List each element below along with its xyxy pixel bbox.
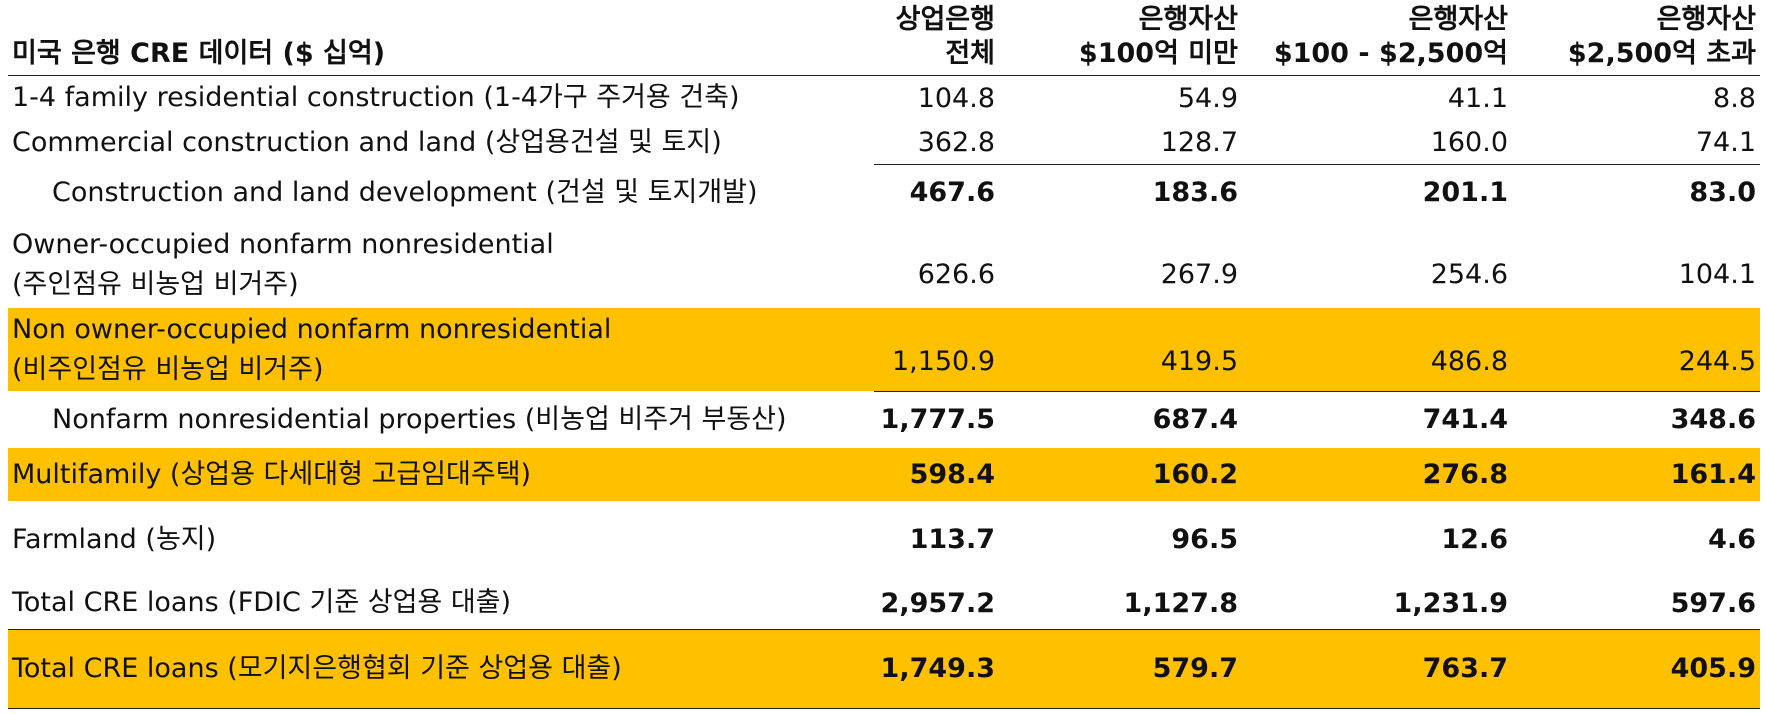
cell-value: 54.9: [1177, 82, 1238, 114]
cell-value: 687.4: [1152, 404, 1238, 436]
column-header-line: $2,500억 초과: [1567, 37, 1756, 69]
cell-value: 104.8: [917, 82, 995, 114]
cell-value: 83.0: [1689, 177, 1756, 209]
column-header: 상업은행 전체: [874, 0, 999, 75]
cell-value: 8.8: [1713, 82, 1756, 114]
cell-value: 763.7: [1242, 629, 1512, 709]
row-label: Multifamily (상업용 다세대형 고급임대주택): [8, 448, 874, 501]
table-row: Commercial construction and land (상업용건설 …: [8, 121, 1760, 165]
cell-value: 96.5: [1171, 524, 1238, 555]
row-label-line: Farmland (농지): [12, 523, 217, 555]
column-header-line: 상업은행: [895, 3, 995, 35]
row-label-line: Nonfarm nonresidential properties (비농업 비…: [52, 403, 787, 435]
cell-value: 597.6: [1512, 578, 1760, 630]
row-label: Non owner-occupied nonfarm nonresidentia…: [8, 308, 874, 391]
table-row: Farmland (농지) 113.7 96.5 12.6 4.6: [8, 501, 1760, 578]
row-label: Total CRE loans (모기지은행협회 기준 상업용 대출): [8, 629, 874, 709]
table-row: Nonfarm nonresidential properties (비농업 비…: [8, 391, 1760, 448]
column-header-line: 은행자산: [1138, 3, 1238, 35]
table-row: Owner-occupied nonfarm nonresidential (주인…: [8, 221, 1760, 308]
row-label: 1-4 family residential construction (1-4…: [8, 75, 874, 121]
cre-table: 미국 은행 CRE 데이터 ($ 십억) 상업은행 전체 은행자산 $100억 미만 은행…: [8, 0, 1760, 709]
table-row: Construction and land development (건설 및 …: [8, 164, 1760, 221]
table-row: Total CRE loans (모기지은행협회 기준 상업용 대출) 1,749…: [8, 629, 1760, 709]
column-header-line: 은행자산: [1408, 3, 1508, 35]
cell-value: 419.5: [999, 308, 1242, 392]
cell-value: 626.6: [917, 259, 995, 290]
cell-value: 104.1: [1678, 259, 1756, 290]
cell-value: 41.1: [1447, 82, 1508, 114]
cell-value: 201.1: [1422, 177, 1508, 209]
cell-value: 254.6: [1430, 259, 1508, 290]
cell-value: 161.4: [1512, 448, 1760, 501]
table-row: Multifamily (상업용 다세대형 고급임대주택) 598.4 160.2 2…: [8, 448, 1760, 501]
cell-value: 1,150.9: [874, 308, 999, 392]
column-header-line: $100억 미만: [1078, 37, 1238, 69]
cell-value: 1,231.9: [1242, 578, 1512, 630]
row-label-line: Total CRE loans (모기지은행협회 기준 상업용 대출): [12, 652, 622, 684]
row-label-line: Construction and land development (건설 및 …: [52, 176, 758, 208]
column-header: 은행자산 $100 - $2,500억: [1242, 0, 1512, 75]
header-row: 미국 은행 CRE 데이터 ($ 십억) 상업은행 전체 은행자산 $100억 미만 은행…: [8, 0, 1760, 75]
row-label: Nonfarm nonresidential properties (비농업 비…: [8, 391, 874, 448]
row-label-line: Commercial construction and land (상업용건설 …: [12, 126, 722, 158]
cell-value: 467.6: [909, 177, 995, 209]
cell-value: 598.4: [874, 448, 999, 501]
cell-value: 1,777.5: [880, 404, 995, 436]
row-label-line: Non owner-occupied nonfarm nonresidentia…: [12, 313, 612, 345]
cell-value: 1,749.3: [874, 629, 999, 709]
row-label: Total CRE loans (FDIC 기준 상업용 대출): [8, 578, 874, 630]
cell-value: 579.7: [999, 629, 1242, 709]
column-header: 은행자산 $2,500억 초과: [1512, 0, 1760, 75]
column-header-line: $100 - $2,500억: [1273, 37, 1508, 69]
row-label-line: Owner-occupied nonfarm nonresidential: [12, 228, 554, 260]
cell-value: 486.8: [1242, 308, 1512, 392]
cell-value: 160.0: [1242, 121, 1512, 165]
row-label-line: Total CRE loans (FDIC 기준 상업용 대출): [12, 587, 512, 619]
row-label-line: (주인점유 비농업 비거주): [12, 268, 299, 300]
cell-value: 128.7: [999, 121, 1242, 165]
table-row: Total CRE loans (FDIC 기준 상업용 대출) 2,957.2 1…: [8, 578, 1760, 630]
cell-value: 12.6: [1441, 524, 1508, 555]
row-label: Commercial construction and land (상업용건설 …: [8, 121, 874, 164]
table-row: Non owner-occupied nonfarm nonresidentia…: [8, 308, 1760, 392]
cell-value: 1,127.8: [999, 578, 1242, 630]
cell-value: 74.1: [1512, 121, 1760, 165]
cell-value: 113.7: [909, 524, 995, 555]
row-label: Construction and land development (건설 및 …: [8, 164, 874, 221]
column-header-line: 은행자산: [1656, 3, 1756, 35]
row-label: Farmland (농지): [8, 501, 874, 578]
column-header: 은행자산 $100억 미만: [999, 0, 1242, 75]
cell-value: 267.9: [1160, 259, 1238, 290]
cell-value: 183.6: [1152, 177, 1238, 209]
row-label-line: 1-4 family residential construction (1-4…: [12, 82, 740, 114]
cell-value: 348.6: [1670, 404, 1756, 436]
cell-value: 4.6: [1708, 524, 1756, 555]
cell-value: 276.8: [1242, 448, 1512, 501]
title-text: 미국 은행 CRE 데이터 ($ 십억): [12, 37, 386, 69]
cell-value: 362.8: [874, 121, 999, 165]
row-label-line: (비주인점유 비농업 비거주): [12, 353, 324, 385]
cell-value: 160.2: [999, 448, 1242, 501]
row-label-line: Multifamily (상업용 다세대형 고급임대주택): [12, 458, 532, 490]
cell-value: 2,957.2: [874, 578, 999, 630]
table-row: 1-4 family residential construction (1-4…: [8, 75, 1760, 121]
row-label: Owner-occupied nonfarm nonresidential (주인…: [8, 221, 874, 308]
table-title: 미국 은행 CRE 데이터 ($ 십억): [8, 0, 874, 75]
column-header-line: 전체: [945, 37, 995, 69]
cell-value: 244.5: [1512, 308, 1760, 392]
cell-value: 741.4: [1422, 404, 1508, 436]
cell-value: 405.9: [1512, 629, 1760, 709]
